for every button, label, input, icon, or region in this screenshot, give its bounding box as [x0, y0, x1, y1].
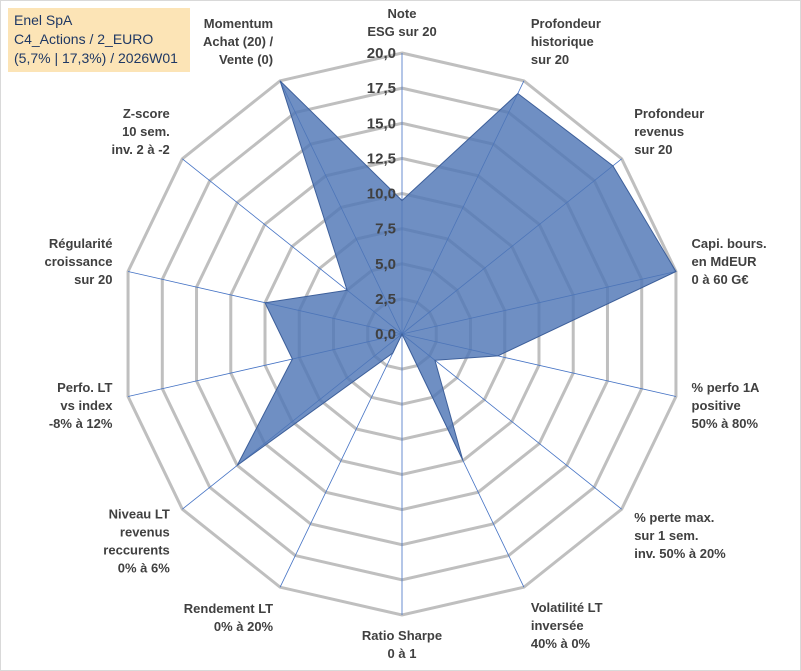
- tick-label: 7,5: [375, 221, 396, 238]
- category-label: C4_Actions / 2_EURO: [14, 31, 154, 47]
- axis-label-line: sur 20: [74, 272, 112, 287]
- axis-label-line: 50% à 80%: [692, 416, 759, 431]
- tick-label: 12,5: [367, 150, 396, 167]
- axis-label-line: croissance: [45, 254, 113, 269]
- axis-label-line: positive: [692, 398, 741, 413]
- axis-label-line: Régularité: [49, 236, 113, 251]
- radar-tick-labels: 0,0 2,5 5,0 7,5 10,0 12,5 15,0 17,5 20,0: [367, 45, 396, 343]
- axis-label-line: Capi. bours.: [692, 236, 767, 251]
- axis-label-line: ESG sur 20: [367, 24, 436, 39]
- axis-label-line: revenus: [634, 124, 684, 139]
- axis-label-5: % perte max. sur 1 sem. inv. 50% à 20%: [634, 510, 726, 561]
- axis-label-line: 0 à 60 G€: [692, 272, 749, 287]
- axis-label-12: Z-score 10 sem. inv. 2 à -2: [111, 106, 169, 157]
- tick-label: 17,5: [367, 80, 396, 97]
- period-label: (5,7% | 17,3%) / 2026W01: [14, 50, 178, 66]
- axis-label-line: inv. 50% à 20%: [634, 546, 726, 561]
- tick-label: 15,0: [367, 115, 396, 132]
- axis-label-line: sur 20: [531, 52, 569, 67]
- tick-label: 20,0: [367, 45, 396, 62]
- axis-label-line: Perfo. LT: [57, 380, 112, 395]
- axis-label-11: Régularité croissance sur 20: [45, 236, 113, 287]
- axis-label-line: Achat (20) /: [203, 34, 273, 49]
- axis-label-line: reccurents: [103, 543, 169, 558]
- axis-label-1: Profondeur historique sur 20: [531, 16, 601, 67]
- axis-label-2: Profondeur revenus sur 20: [634, 106, 704, 157]
- company-name: Enel SpA: [14, 12, 73, 28]
- axis-label-line: Niveau LT: [109, 507, 170, 522]
- axis-label-7: Ratio Sharpe 0 à 1: [362, 628, 442, 661]
- axis-label-line: Vente (0): [219, 52, 273, 67]
- axis-label-line: historique: [531, 34, 594, 49]
- tick-label: 5,0: [375, 256, 396, 273]
- axis-label-8: Rendement LT 0% à 20%: [184, 601, 274, 634]
- axis-label-line: Profondeur: [531, 16, 601, 31]
- axis-label-line: 0% à 20%: [214, 619, 274, 634]
- axis-label-4: % perfo 1A positive 50% à 80%: [692, 380, 761, 431]
- axis-label-13: Momentum Achat (20) / Vente (0): [203, 16, 273, 67]
- axis-label-line: sur 20: [634, 142, 672, 157]
- axis-label-9: Niveau LT revenus reccurents 0% à 6%: [103, 507, 170, 576]
- axis-label-line: 0% à 6%: [118, 561, 170, 576]
- axis-label-line: inv. 2 à -2: [111, 142, 169, 157]
- axis-label-line: vs index: [60, 398, 113, 413]
- axis-label-line: inversée: [531, 618, 584, 633]
- axis-label-line: % perfo 1A: [692, 380, 761, 395]
- axis-label-line: Note: [388, 6, 417, 21]
- axis-label-line: Profondeur: [634, 106, 704, 121]
- axis-label-line: 10 sem.: [122, 124, 170, 139]
- axis-label-0: Note ESG sur 20: [367, 6, 436, 39]
- info-box: Enel SpA C4_Actions / 2_EURO (5,7% | 17,…: [8, 8, 190, 72]
- axis-label-line: -8% à 12%: [49, 416, 113, 431]
- tick-label: 2,5: [375, 291, 396, 308]
- spoke-5: [401, 333, 622, 510]
- axis-label-line: % perte max.: [634, 510, 714, 525]
- axis-label-line: revenus: [120, 525, 170, 540]
- axis-label-6: Volatilité LT inversée 40% à 0%: [531, 600, 603, 651]
- axis-label-line: Rendement LT: [184, 601, 273, 616]
- axis-label-line: sur 1 sem.: [634, 528, 698, 543]
- axis-label-line: 0 à 1: [388, 646, 417, 661]
- axis-label-line: Z-score: [123, 106, 170, 121]
- tick-label: 10,0: [367, 186, 396, 203]
- tick-label: 0,0: [375, 326, 396, 343]
- axis-label-10: Perfo. LT vs index -8% à 12%: [49, 380, 113, 431]
- radar-axis-labels: Note ESG sur 20 Profondeur historique sur 20…: [45, 6, 767, 661]
- axis-label-line: Ratio Sharpe: [362, 628, 442, 643]
- axis-label-line: Volatilité LT: [531, 600, 603, 615]
- spoke-8: [279, 333, 403, 588]
- axis-label-line: 40% à 0%: [531, 636, 591, 651]
- series-area: [236, 80, 677, 466]
- axis-label-line: Momentum: [204, 16, 273, 31]
- axis-label-line: en MdEUR: [692, 254, 758, 269]
- radar-series: [236, 80, 677, 466]
- axis-label-3: Capi. bours. en MdEUR 0 à 60 G€: [692, 236, 767, 287]
